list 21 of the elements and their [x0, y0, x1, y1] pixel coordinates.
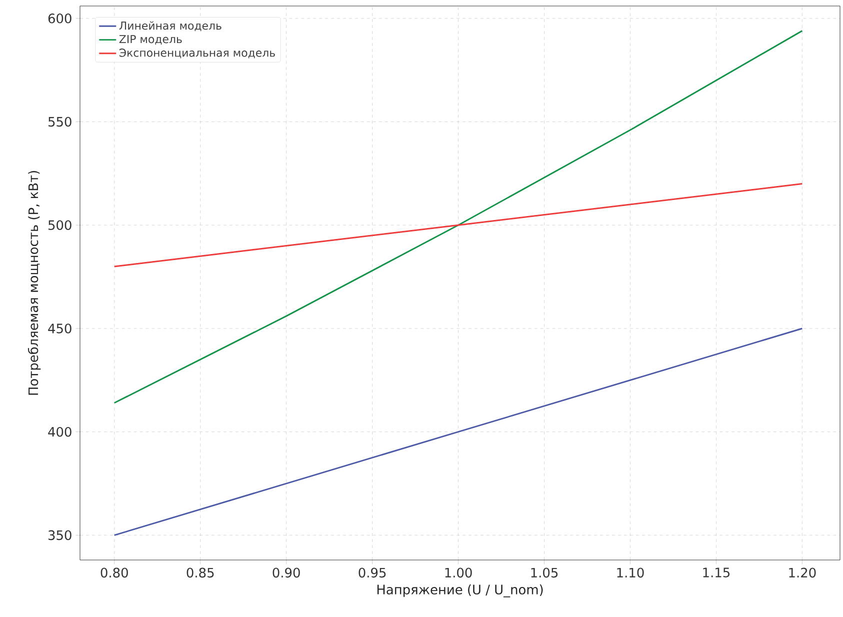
x-tick-label: 1.00	[445, 568, 472, 578]
y-tick-label: 400	[48, 426, 72, 437]
x-tick-label: 1.05	[531, 568, 558, 578]
line-series	[114, 30, 803, 404]
x-tick-label: 0.80	[100, 568, 128, 578]
legend-label: Линейная модель	[119, 21, 222, 32]
y-tick-label: 550	[48, 116, 72, 127]
legend-label: Экспоненциальная модель	[119, 48, 275, 58]
y-tick-label: 450	[48, 324, 72, 334]
x-tick-label: 0.90	[272, 568, 300, 578]
x-tick-label: 1.15	[703, 568, 730, 578]
y-axis-title: Потребляемая мощность (P, кВт)	[28, 171, 41, 395]
legend-label: ZIP модель	[119, 35, 182, 45]
x-tick-label: 0.95	[358, 568, 386, 578]
x-tick-label: 0.85	[186, 568, 214, 578]
y-tick-label: 500	[48, 220, 72, 230]
y-tick-label: 600	[48, 14, 72, 24]
y-tick-label: 350	[48, 530, 72, 540]
x-axis-title: Напряжение (U / U_nom)	[377, 584, 543, 598]
x-tick-label: 1.20	[789, 568, 816, 578]
x-tick-label: 1.10	[617, 568, 644, 578]
